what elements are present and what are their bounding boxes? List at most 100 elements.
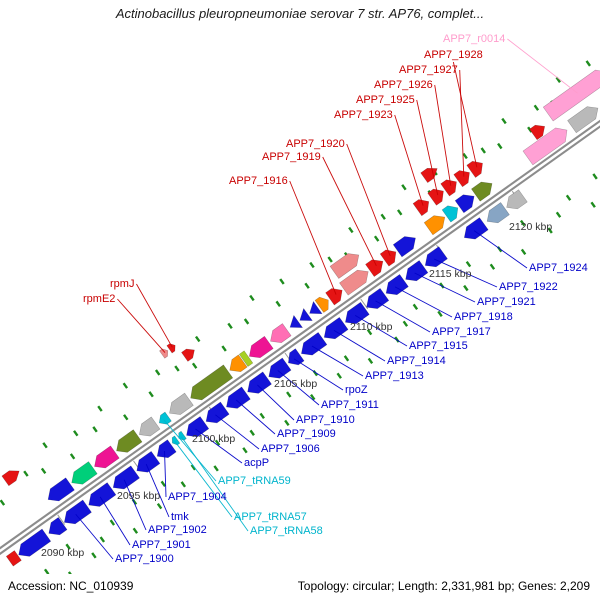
gene-arrow-a12[interactable] (266, 323, 292, 348)
gene-arrow-d24[interactable] (483, 202, 510, 227)
gene-label-APP7_1906[interactable]: APP7_1906 (261, 443, 320, 455)
gene-arrow-d1[interactable] (14, 528, 52, 561)
gene-label-APP7_1910[interactable]: APP7_1910 (296, 414, 355, 426)
gene-arrow-d19[interactable] (362, 287, 390, 313)
gene-label-APP7_1919[interactable]: APP7_1919 (262, 151, 321, 163)
gene-label-APP7_1922[interactable]: APP7_1922 (499, 281, 558, 293)
gene-arrow-a13[interactable] (286, 314, 304, 333)
gene-arrow-d6[interactable] (132, 450, 161, 477)
gene-label-APP7_1900[interactable]: APP7_1900 (115, 553, 174, 565)
gene-arrow-a26[interactable] (522, 123, 572, 166)
gene-arrow-d0[interactable] (5, 550, 22, 567)
gene-arrow-d22[interactable] (421, 246, 448, 272)
gene-arrow-a25[interactable] (471, 177, 496, 202)
gene-arrow-d10[interactable] (182, 416, 210, 442)
gene-arrow-a11[interactable] (245, 335, 274, 362)
gene-label-acpP[interactable]: acpP (244, 457, 269, 469)
gene-label-APP7_r0014[interactable]: APP7_r0014 (443, 33, 505, 45)
gene-label-APP7_1902[interactable]: APP7_1902 (148, 524, 207, 536)
gene-label-APP7_1928[interactable]: APP7_1928 (424, 49, 483, 61)
gene-arrow-b7[interactable] (529, 121, 549, 141)
gene-arrow-a14[interactable] (295, 307, 313, 326)
gene-arrow-d5[interactable] (109, 465, 140, 494)
gene-label-APP7_1914[interactable]: APP7_1914 (387, 355, 446, 367)
gene-label-APP7_1920[interactable]: APP7_1920 (286, 138, 345, 150)
gene-arrow-a10[interactable] (238, 350, 254, 367)
gene-arrow-a20[interactable] (379, 246, 400, 267)
gene-arrow-d9[interactable] (176, 430, 187, 442)
gene-label-rpmE2[interactable]: rpmE2 (83, 293, 115, 305)
gene-arrow-d25[interactable] (502, 189, 528, 214)
gene-arrow-b6[interactable] (466, 157, 487, 178)
gene-arrow-a18[interactable] (339, 266, 372, 296)
gene-label-APP7_1924[interactable]: APP7_1924 (529, 262, 588, 274)
gene-arrow-d3[interactable] (60, 499, 92, 528)
gene-arrow-a19[interactable] (365, 255, 388, 277)
gene-arrow-d16[interactable] (297, 332, 328, 359)
gene-label-APP7_1916[interactable]: APP7_1916 (229, 175, 288, 187)
gene-label-APP7_1923[interactable]: APP7_1923 (334, 109, 393, 121)
gene-arrow-d23[interactable] (460, 217, 489, 244)
gene-arrow-d21[interactable] (401, 260, 429, 285)
gene-label-APP7_1913[interactable]: APP7_1913 (365, 370, 424, 382)
gene-arrow-b4[interactable] (440, 176, 461, 197)
gene-arrow-b1[interactable] (329, 249, 363, 279)
gene-label-APP7_1918[interactable]: APP7_1918 (454, 311, 513, 323)
gene-arrow-b2[interactable] (412, 195, 433, 217)
gene-arrow-d17[interactable] (320, 316, 349, 343)
gene-arrow-d8[interactable] (170, 435, 181, 447)
gene-arrow-d4[interactable] (84, 482, 117, 511)
gene-arrow-a2[interactable] (67, 461, 98, 489)
gene-arrow-a21[interactable] (392, 232, 420, 258)
gene-label-APP7_1909[interactable]: APP7_1909 (277, 428, 336, 440)
gene-label-APP7_tRNA57[interactable]: APP7_tRNA57 (234, 511, 307, 523)
gene-label-APP7_tRNA58[interactable]: APP7_tRNA58 (250, 525, 323, 537)
gene-arrow-a4[interactable] (112, 429, 143, 457)
gene-arrow-d18[interactable] (341, 301, 370, 328)
gene-arrow-d11[interactable] (202, 401, 230, 428)
gene-arrow-a22[interactable] (423, 211, 449, 236)
gene-arrow-a15[interactable] (305, 300, 323, 319)
gene-arrow-a17[interactable] (325, 284, 347, 306)
gene-arrow-b8[interactable] (542, 65, 600, 122)
gene-arrow-d15[interactable] (284, 348, 305, 369)
gene-arrow-a27[interactable] (567, 102, 600, 134)
gene-label-APP7_1915[interactable]: APP7_1915 (409, 340, 468, 352)
gene-arrow-c5[interactable] (420, 164, 441, 184)
gene-label-APP7_1927[interactable]: APP7_1927 (399, 64, 458, 76)
gene-arrow-a9[interactable] (225, 354, 248, 376)
gene-label-APP7_1911[interactable]: APP7_1911 (321, 399, 379, 411)
gene-arrow-a3[interactable] (90, 445, 120, 473)
gene-arrow-b3[interactable] (427, 185, 448, 206)
gene-arrow-d2[interactable] (45, 517, 68, 539)
density-dot (275, 300, 281, 307)
gene-arrow-a6[interactable] (156, 411, 172, 427)
gene-arrow-a23[interactable] (441, 202, 462, 223)
gene-label-APP7_1925[interactable]: APP7_1925 (356, 94, 415, 106)
gene-label-rpmJ[interactable]: rpmJ (110, 278, 134, 290)
gene-arrow-a8[interactable] (186, 364, 234, 405)
gene-arrow-c1[interactable] (1, 466, 23, 487)
gene-arrow-a1[interactable] (44, 477, 75, 506)
gene-label-APP7_1926[interactable]: APP7_1926 (374, 79, 433, 91)
gene-arrow-d7[interactable] (153, 439, 177, 463)
gene-arrow-a5[interactable] (135, 416, 161, 441)
gene-label-APP7_1917[interactable]: APP7_1917 (432, 326, 491, 338)
gene-arrow-d13[interactable] (243, 371, 272, 398)
gene-arrow-a16[interactable] (314, 294, 333, 313)
gene-arrow-d20[interactable] (382, 274, 409, 299)
gene-label-APP7_1901[interactable]: APP7_1901 (132, 539, 191, 551)
gene-label-APP7_1904[interactable]: APP7_1904 (168, 491, 227, 503)
gene-arrow-a7[interactable] (165, 392, 194, 419)
gene-arrow-d12[interactable] (222, 386, 251, 413)
gene-label-APP7_1921[interactable]: APP7_1921 (477, 296, 536, 308)
gene-label-rpoZ[interactable]: rpoZ (345, 384, 368, 396)
gene-arrow-c4[interactable] (181, 345, 197, 362)
gene-arrow-b5[interactable] (453, 166, 474, 188)
gene-arrow-d14[interactable] (264, 357, 292, 383)
gene-arrow-c3[interactable] (166, 342, 178, 354)
gene-arrow-a24[interactable] (454, 190, 478, 214)
gene-label-APP7_tRNA59[interactable]: APP7_tRNA59 (218, 475, 291, 487)
gene-label-tmk[interactable]: tmk (171, 511, 189, 523)
